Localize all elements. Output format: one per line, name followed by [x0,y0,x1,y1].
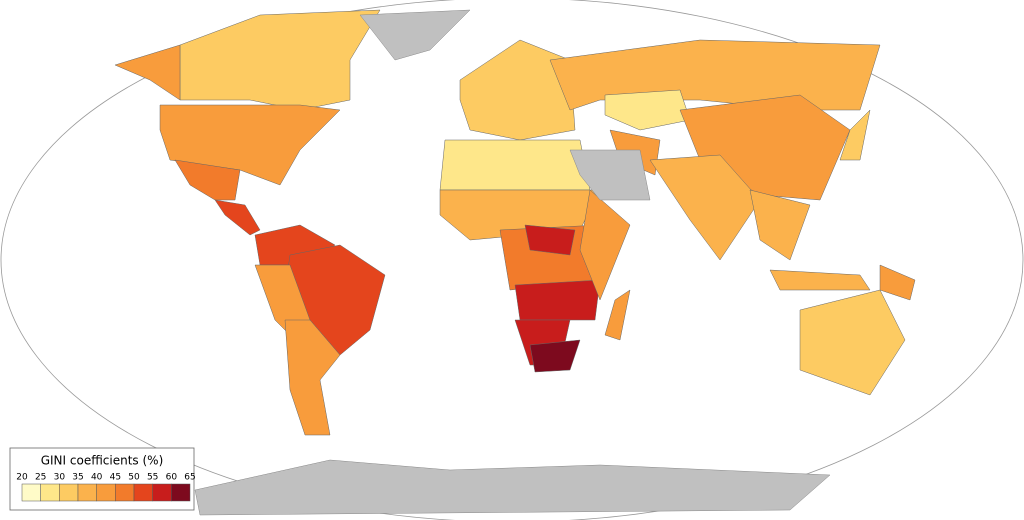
region [579,189,631,301]
region [879,264,916,301]
legend-tick-label: 25 [35,473,46,483]
legend-tick-label: 20 [16,473,28,483]
regions [114,9,916,516]
region [604,89,691,131]
legend-tick-label: 60 [166,473,178,483]
region [529,339,581,373]
legend-tick-label: 65 [184,473,195,483]
legend-title: GINI coefficients (%) [41,454,164,468]
region [649,154,761,261]
legend-tick-label: 30 [54,473,66,483]
legend-tick-label: 45 [110,473,121,483]
region [769,269,871,291]
region [114,44,181,101]
legend-tick-label: 55 [147,473,158,483]
legend-tick-label: 40 [91,473,103,483]
legend-tick-label: 35 [72,473,83,483]
legend-swatch [77,483,97,502]
region [174,159,241,201]
region [459,39,576,141]
legend-swatch [40,483,60,502]
region [524,224,576,256]
region [839,109,871,161]
legend-swatch [133,483,153,502]
region [439,139,591,191]
region [284,319,341,436]
legend-tick-label: 50 [128,473,140,483]
region [214,199,261,236]
legend-swatch [171,483,191,502]
legend-swatch [96,483,116,502]
no-data-region [194,459,831,516]
region [749,189,811,261]
region [799,289,906,396]
no-data-region [569,149,651,201]
legend-swatch [21,483,41,502]
region [514,279,601,321]
region [179,9,381,111]
region [604,289,631,341]
legend-swatch [152,483,172,502]
legend-swatch [115,483,135,502]
no-data-region [359,9,471,61]
legend: GINI coefficients (%) 20 25 30 35 40 45 50 55 60… [9,447,196,511]
legend-swatch [59,483,79,502]
